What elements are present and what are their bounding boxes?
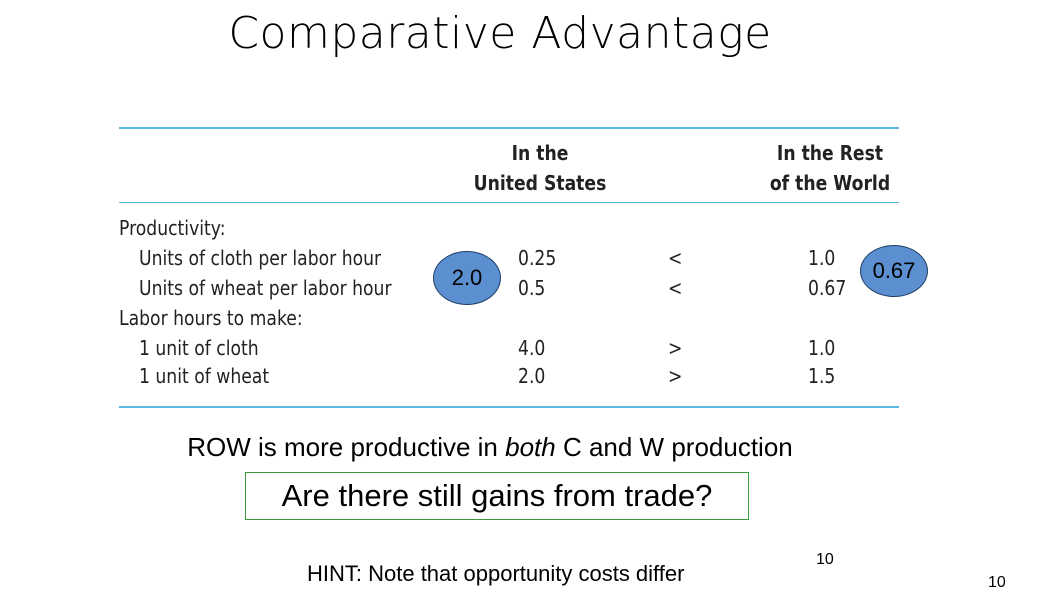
row-value-wheat-per-hour: 0.67 bbox=[808, 276, 847, 300]
comparison-sign-hours-wheat: > bbox=[668, 364, 683, 388]
slide-title: Comparative Advantage bbox=[228, 8, 772, 59]
column-header-us: In the United States bbox=[463, 138, 618, 198]
column-header-row: In the Rest of the World bbox=[753, 138, 908, 198]
row-value-hours-wheat: 1.5 bbox=[808, 364, 836, 388]
column-header-us-line1: In the bbox=[511, 141, 569, 165]
comparison-sign-hours-cloth: > bbox=[668, 336, 683, 360]
us-value-cloth-per-hour: 0.25 bbox=[518, 246, 557, 270]
page-number-outer: 10 bbox=[988, 574, 1006, 591]
statement-emphasis: both bbox=[505, 432, 556, 462]
row-label-hours-cloth: 1 unit of cloth bbox=[139, 336, 259, 360]
statement-post: C and W production bbox=[555, 432, 793, 462]
us-value-hours-wheat: 2.0 bbox=[518, 364, 546, 388]
productivity-statement: ROW is more productive in both C and W p… bbox=[0, 432, 980, 463]
us-value-hours-cloth: 4.0 bbox=[518, 336, 546, 360]
statement-pre: ROW is more productive in bbox=[187, 432, 506, 462]
table-bottom-rule bbox=[119, 406, 899, 408]
section-heading-productivity: Productivity: bbox=[119, 216, 226, 240]
row-label-wheat-per-hour: Units of wheat per labor hour bbox=[139, 276, 392, 300]
column-header-row-line1: In the Rest bbox=[776, 141, 884, 165]
row-value-cloth-per-hour: 1.0 bbox=[808, 246, 836, 270]
us-ratio-callout: 2.0 bbox=[433, 251, 501, 305]
page-number-inner: 10 bbox=[816, 551, 834, 568]
section-heading-labor-hours: Labor hours to make: bbox=[119, 306, 303, 330]
comparison-sign-cloth-per-hour: < bbox=[668, 246, 683, 270]
table-top-rule bbox=[119, 127, 899, 129]
row-label-cloth-per-hour: Units of cloth per labor hour bbox=[139, 246, 382, 270]
row-label-hours-wheat: 1 unit of wheat bbox=[139, 364, 270, 388]
column-header-us-line2: United States bbox=[473, 171, 607, 195]
gains-question-box: Are there still gains from trade? bbox=[245, 472, 749, 520]
column-header-row-line2: of the World bbox=[769, 171, 891, 195]
us-value-wheat-per-hour: 0.5 bbox=[518, 276, 546, 300]
comparison-sign-wheat-per-hour: < bbox=[668, 276, 683, 300]
row-value-hours-cloth: 1.0 bbox=[808, 336, 836, 360]
table-header-rule bbox=[119, 202, 899, 203]
hint-text: HINT: Note that opportunity costs differ bbox=[307, 561, 685, 586]
row-ratio-callout: 0.67 bbox=[860, 245, 928, 297]
